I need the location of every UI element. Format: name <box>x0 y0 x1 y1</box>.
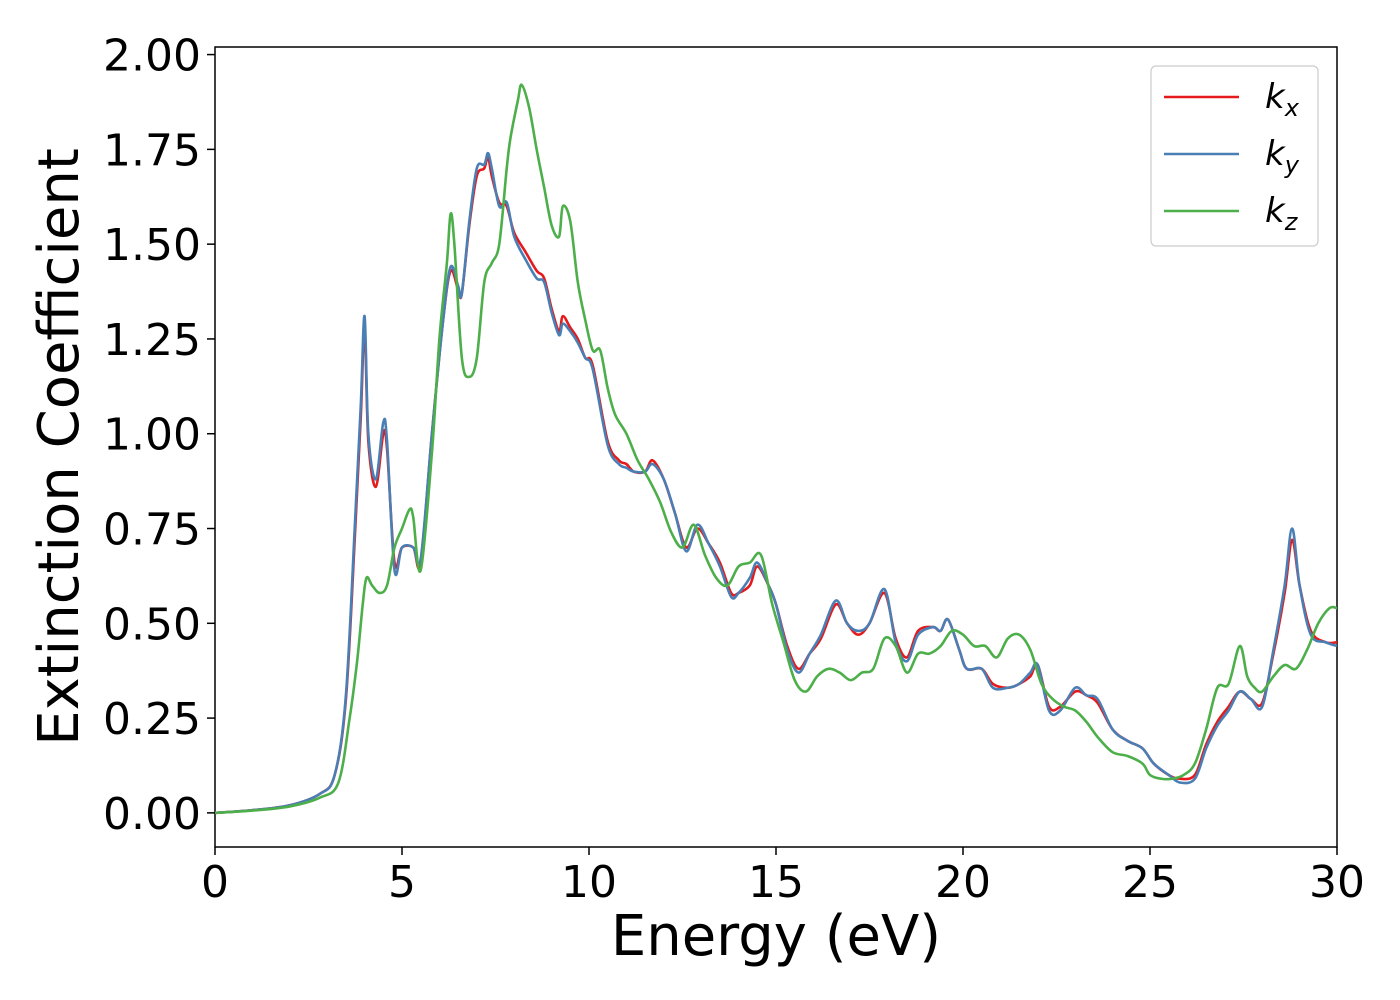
series-line-x <box>215 155 1337 815</box>
x-tick-label: 10 <box>561 857 617 908</box>
x-tick-label: 15 <box>748 857 804 908</box>
y-tick-label: 0.50 <box>103 599 201 650</box>
x-axis-title: Energy (eV) <box>611 904 941 969</box>
y-tick-label: 0.75 <box>103 505 201 556</box>
y-axis-ticks: 0.00 0.25 0.50 0.75 1.00 1.25 1.50 1.75 2.00 <box>103 31 215 840</box>
legend-label-z: kz <box>1265 191 1299 236</box>
y-tick-label: 0.25 <box>103 694 201 745</box>
y-tick-label: 1.50 <box>103 220 201 271</box>
legend: kx ky kz <box>1150 65 1319 247</box>
series-line-z <box>215 83 1337 815</box>
x-tick-label: 25 <box>1122 857 1178 908</box>
y-tick-label: 1.00 <box>103 410 201 461</box>
y-tick-label: 2.00 <box>103 31 201 82</box>
y-tick-label: 1.75 <box>103 125 201 176</box>
legend-label-x: kx <box>1265 77 1300 122</box>
series-layer <box>215 83 1337 815</box>
x-tick-label: 20 <box>935 857 991 908</box>
legend-box <box>1150 65 1319 247</box>
y-tick-label: 1.25 <box>103 315 201 366</box>
x-tick-label: 0 <box>201 857 229 908</box>
series-line-y <box>215 151 1337 815</box>
x-axis-ticks: 0 5 10 15 20 25 30 <box>201 847 1365 908</box>
y-axis-title: Extinction Coefficient <box>27 148 92 746</box>
x-tick-label: 5 <box>388 857 416 908</box>
legend-label-y: ky <box>1265 134 1300 179</box>
y-tick-label: 0.00 <box>103 789 201 840</box>
x-tick-label: 30 <box>1309 857 1365 908</box>
